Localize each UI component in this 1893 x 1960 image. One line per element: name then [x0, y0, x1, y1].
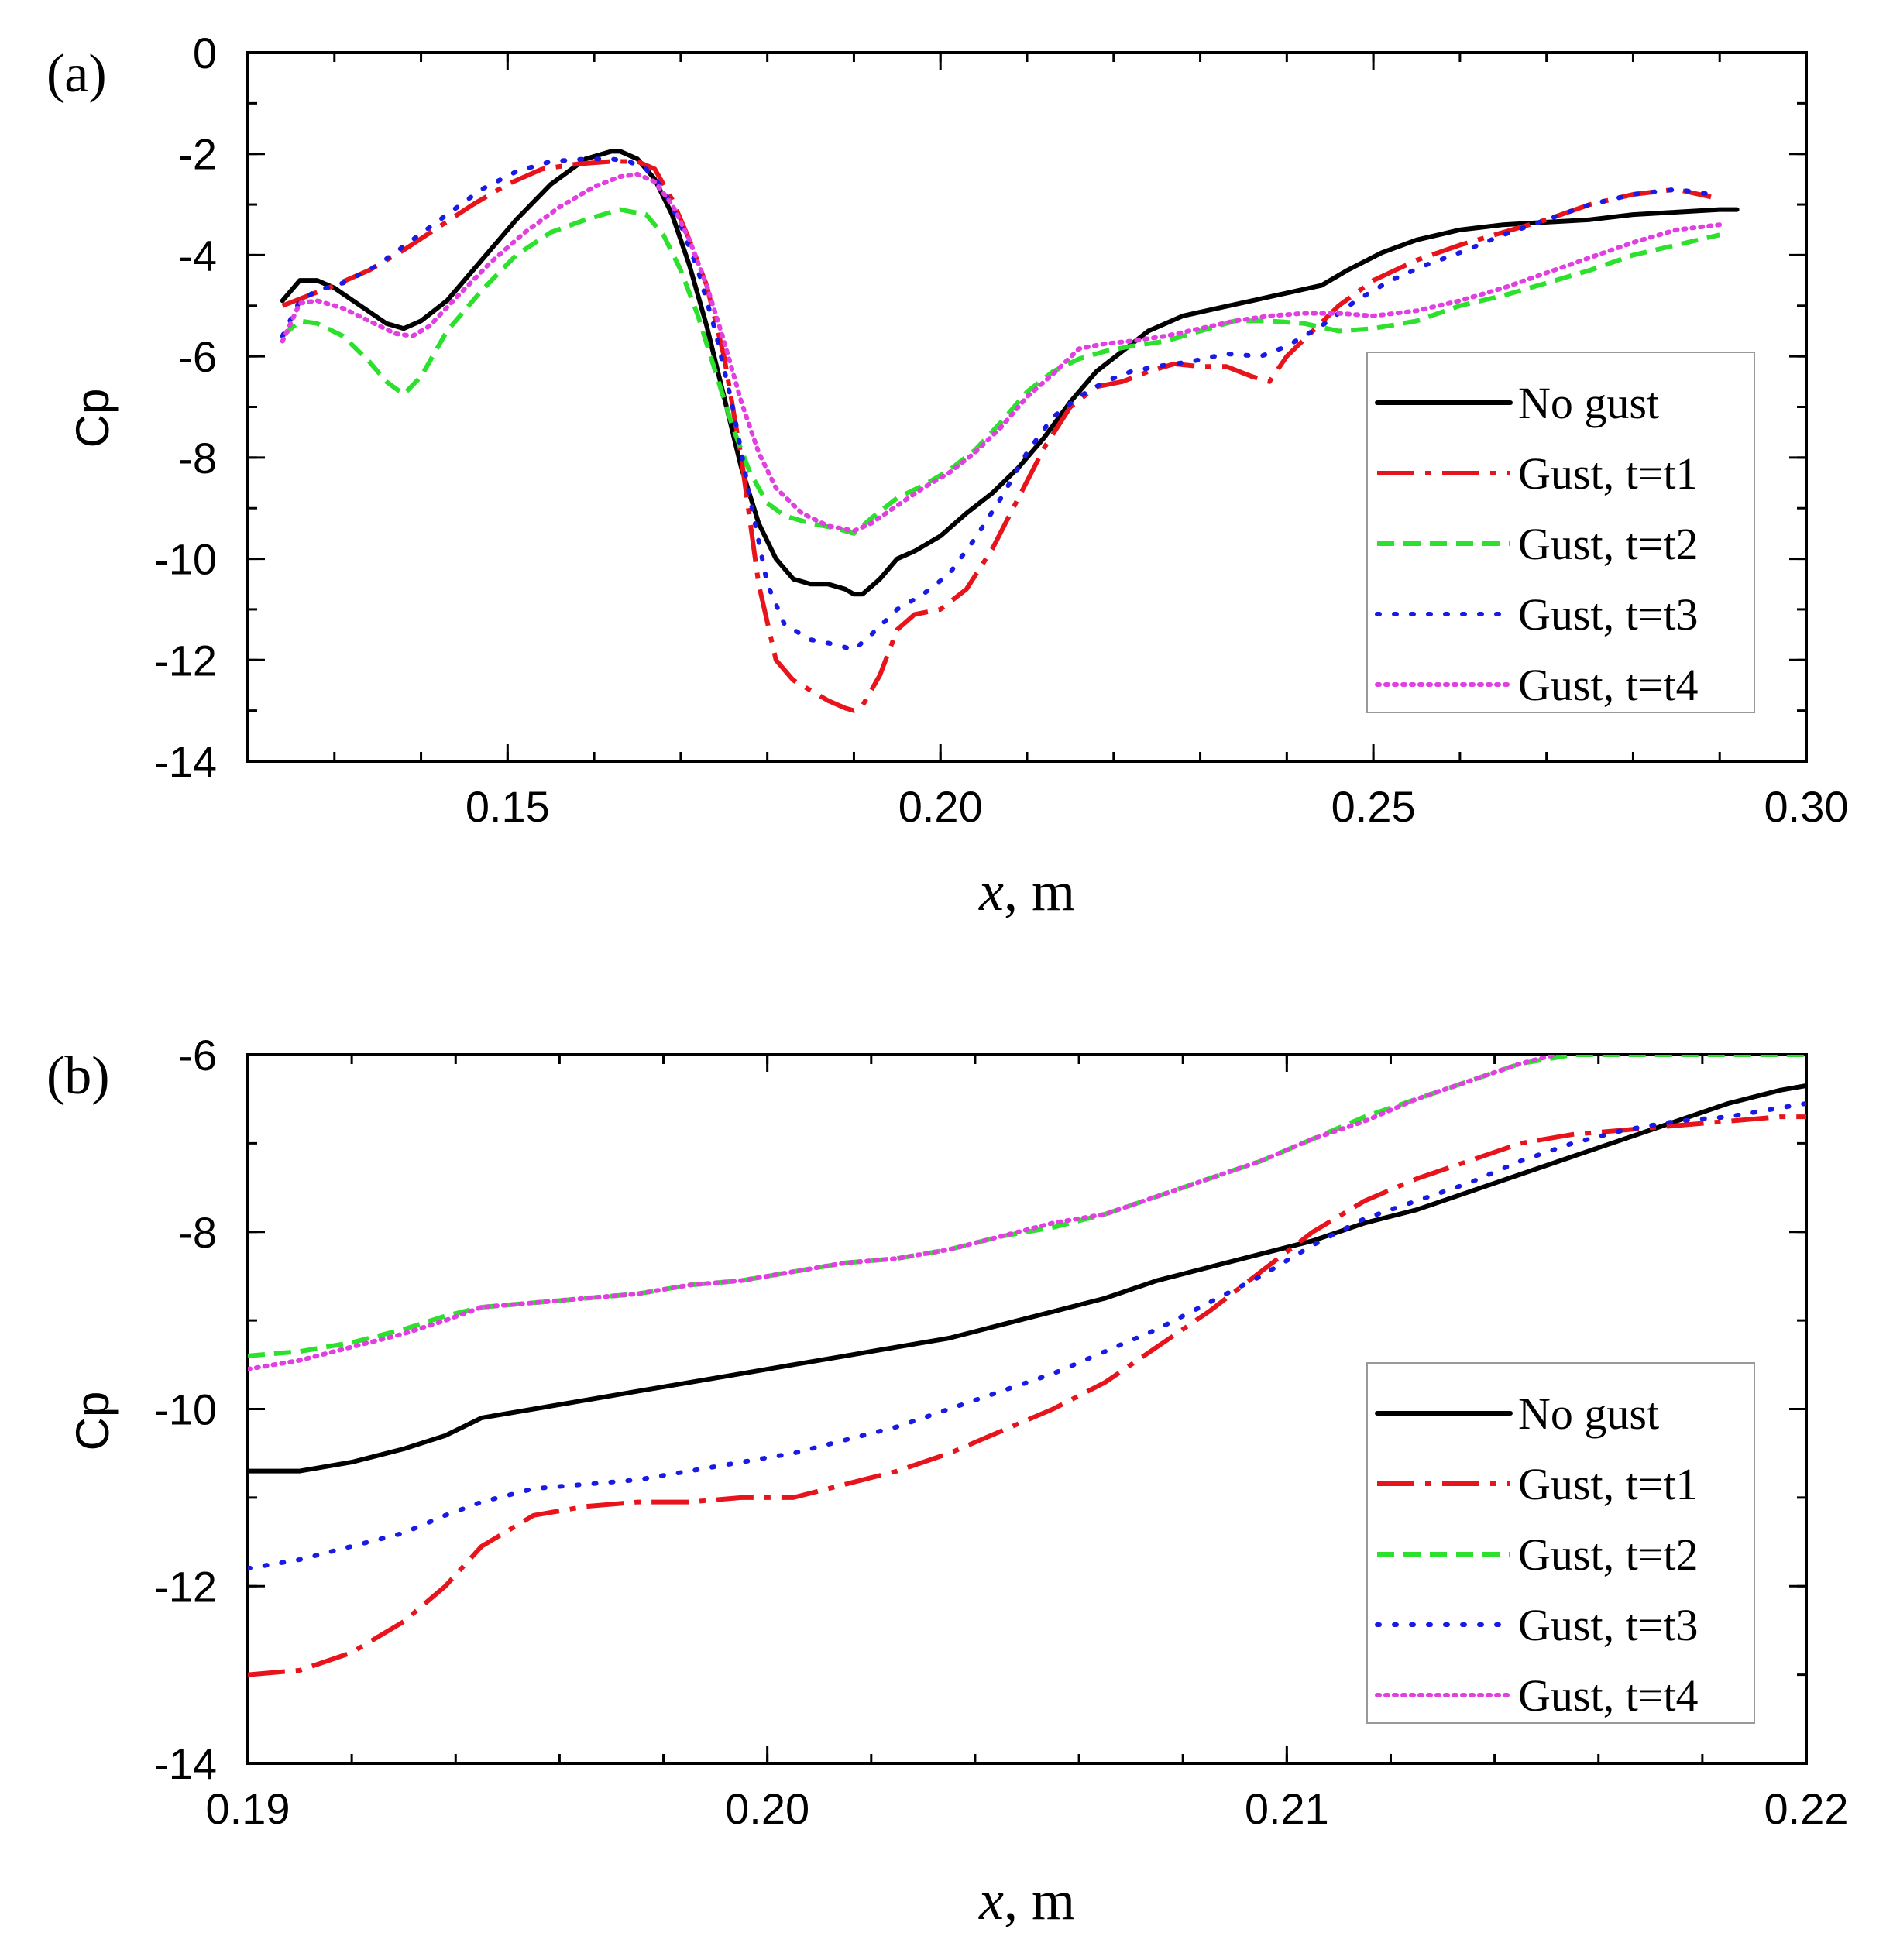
y-tick-label: -8: [178, 1208, 217, 1257]
series-line-gust-t2: [280, 207, 1720, 536]
series-line-gust-t4: [280, 171, 1723, 534]
y-axis-title: Cp: [67, 1392, 119, 1451]
x-axis-title: x, m: [978, 1869, 1075, 1931]
panel-label: (a): [46, 44, 107, 104]
legend-box: [1366, 352, 1755, 713]
legend-label: Gust, t=t4: [1518, 1670, 1699, 1721]
series-line-gust-t1: [281, 159, 1712, 713]
panel-a-chart: (a) 0.15 0.20 0.25 0.30 0 -2 -4 -6 -8 -10 -12 -14 x…: [46, 29, 1849, 922]
y-tick-label: -14: [154, 1739, 217, 1788]
y-tick-label: -12: [154, 636, 217, 685]
x-tick-label: 0.22: [1764, 1784, 1849, 1833]
legend-label: Gust, t=t1: [1518, 1459, 1699, 1509]
legend: No gust Gust, t=t1 Gust, t=t2 Gust, t=t3 Gus…: [1366, 352, 1755, 713]
series-line-no-gust: [248, 1083, 1806, 1474]
series-line-gust-t4: [248, 1055, 1565, 1371]
legend-label: Gust, t=t3: [1518, 1600, 1699, 1650]
y-axis-title: Cp: [67, 389, 119, 448]
legend-label: Gust, t=t2: [1518, 519, 1699, 569]
y-tick-label: -8: [178, 434, 217, 482]
series-line-no-gust: [280, 149, 1740, 597]
x-tick-label: 0.21: [1245, 1784, 1329, 1833]
legend-label: No gust: [1518, 1388, 1659, 1439]
x-tick-label: 0.19: [206, 1784, 290, 1833]
x-tick-label: 0.30: [1764, 782, 1849, 831]
legend-label: Gust, t=t2: [1518, 1529, 1699, 1580]
x-tick-label: 0.15: [466, 782, 550, 831]
legend-label: Gust, t=t4: [1518, 660, 1699, 710]
legend: No gust Gust, t=t1 Gust, t=t2 Gust, t=t3 Gus…: [1366, 1362, 1755, 1724]
x-tick-label: 0.25: [1331, 782, 1416, 831]
y-tick-label: -2: [178, 130, 217, 179]
y-tick-label: -14: [154, 737, 217, 786]
y-tick-label: -6: [178, 1031, 217, 1080]
legend-label: Gust, t=t3: [1518, 589, 1699, 640]
x-tick-label: 0.20: [725, 1784, 809, 1833]
panel-label: (b): [46, 1046, 110, 1106]
series-line-gust-t1: [248, 1114, 1806, 1677]
x-axis-title: x, m: [978, 860, 1075, 922]
series-line-gust-t3: [280, 156, 1713, 653]
y-tick-label: 0: [193, 29, 217, 77]
legend-label: No gust: [1518, 378, 1659, 428]
y-tick-label: -6: [178, 332, 217, 381]
series-line-gust-t3: [248, 1100, 1806, 1571]
legend-label: Gust, t=t1: [1518, 448, 1699, 499]
y-tick-label: -10: [154, 1385, 217, 1434]
y-tick-label: -10: [154, 535, 217, 584]
legend-box: [1366, 1362, 1755, 1724]
series-line-gust-t2: [248, 1055, 1806, 1358]
y-tick-label: -4: [178, 231, 217, 280]
x-tick-label: 0.20: [898, 782, 983, 831]
panel-b-chart: (b) 0.19 0.20 0.21 0.22 -6 -8 -10 -12 -14 x, m C…: [46, 1031, 1849, 1931]
y-tick-label: -12: [154, 1562, 217, 1611]
